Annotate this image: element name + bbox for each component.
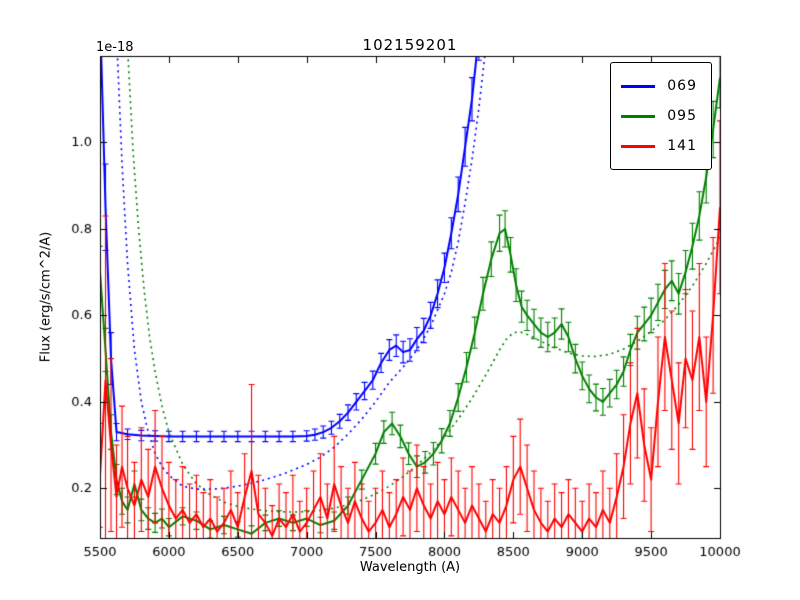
legend-label-095: 095: [667, 108, 697, 124]
y-axis-offset-text: 1e-18: [96, 40, 134, 55]
y-axis-label: Flux (erg/s/cm^2/A): [38, 231, 54, 363]
legend-line-141-icon: [621, 144, 656, 148]
legend-item-141: 141: [621, 131, 697, 161]
legend-label-069: 069: [667, 78, 697, 94]
legend-item-069: 069: [621, 71, 697, 101]
x-axis-label: Wavelength (A): [359, 560, 461, 575]
legend-item-095: 095: [621, 101, 697, 131]
legend-line-069-icon: [621, 84, 656, 88]
legend-line-095-icon: [621, 114, 656, 118]
legend: 069 095 141: [610, 62, 712, 170]
legend-label-141: 141: [667, 138, 697, 154]
chart-title: 102159201: [362, 36, 458, 54]
